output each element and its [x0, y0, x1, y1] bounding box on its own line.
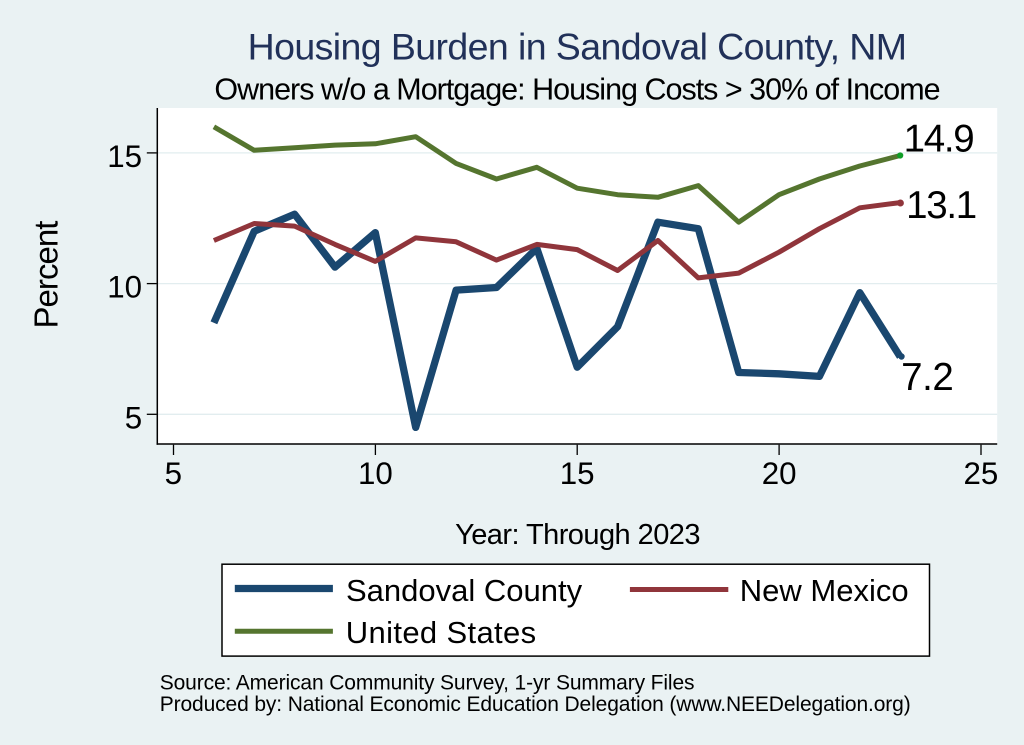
svg-text:Source: American Community Sur: Source: American Community Survey, 1-yr …: [160, 672, 695, 695]
svg-text:25: 25: [963, 456, 998, 491]
svg-text:15: 15: [560, 456, 595, 491]
svg-text:Produced by: National Economic: Produced by: National Economic Education…: [160, 693, 911, 716]
svg-text:15: 15: [107, 139, 142, 174]
svg-text:Sandoval County: Sandoval County: [346, 573, 583, 608]
svg-text:13.1: 13.1: [906, 184, 976, 227]
svg-text:United States: United States: [346, 615, 537, 650]
svg-text:14.9: 14.9: [904, 117, 974, 160]
svg-text:10: 10: [107, 270, 142, 305]
svg-text:Owners w/o a Mortgage: Housing: Owners w/o a Mortgage: Housing Costs > 3…: [214, 73, 939, 107]
svg-text:5: 5: [165, 456, 182, 491]
svg-text:20: 20: [762, 456, 797, 491]
svg-text:New Mexico: New Mexico: [740, 573, 909, 608]
svg-text:7.2: 7.2: [901, 356, 953, 399]
svg-text:Year: Through 2023: Year: Through 2023: [455, 519, 700, 551]
svg-text:10: 10: [358, 456, 393, 491]
svg-text:Percent: Percent: [27, 221, 64, 329]
svg-text:5: 5: [125, 400, 142, 435]
svg-text:Housing Burden in Sandoval Cou: Housing Burden in Sandoval County, NM: [248, 26, 907, 68]
